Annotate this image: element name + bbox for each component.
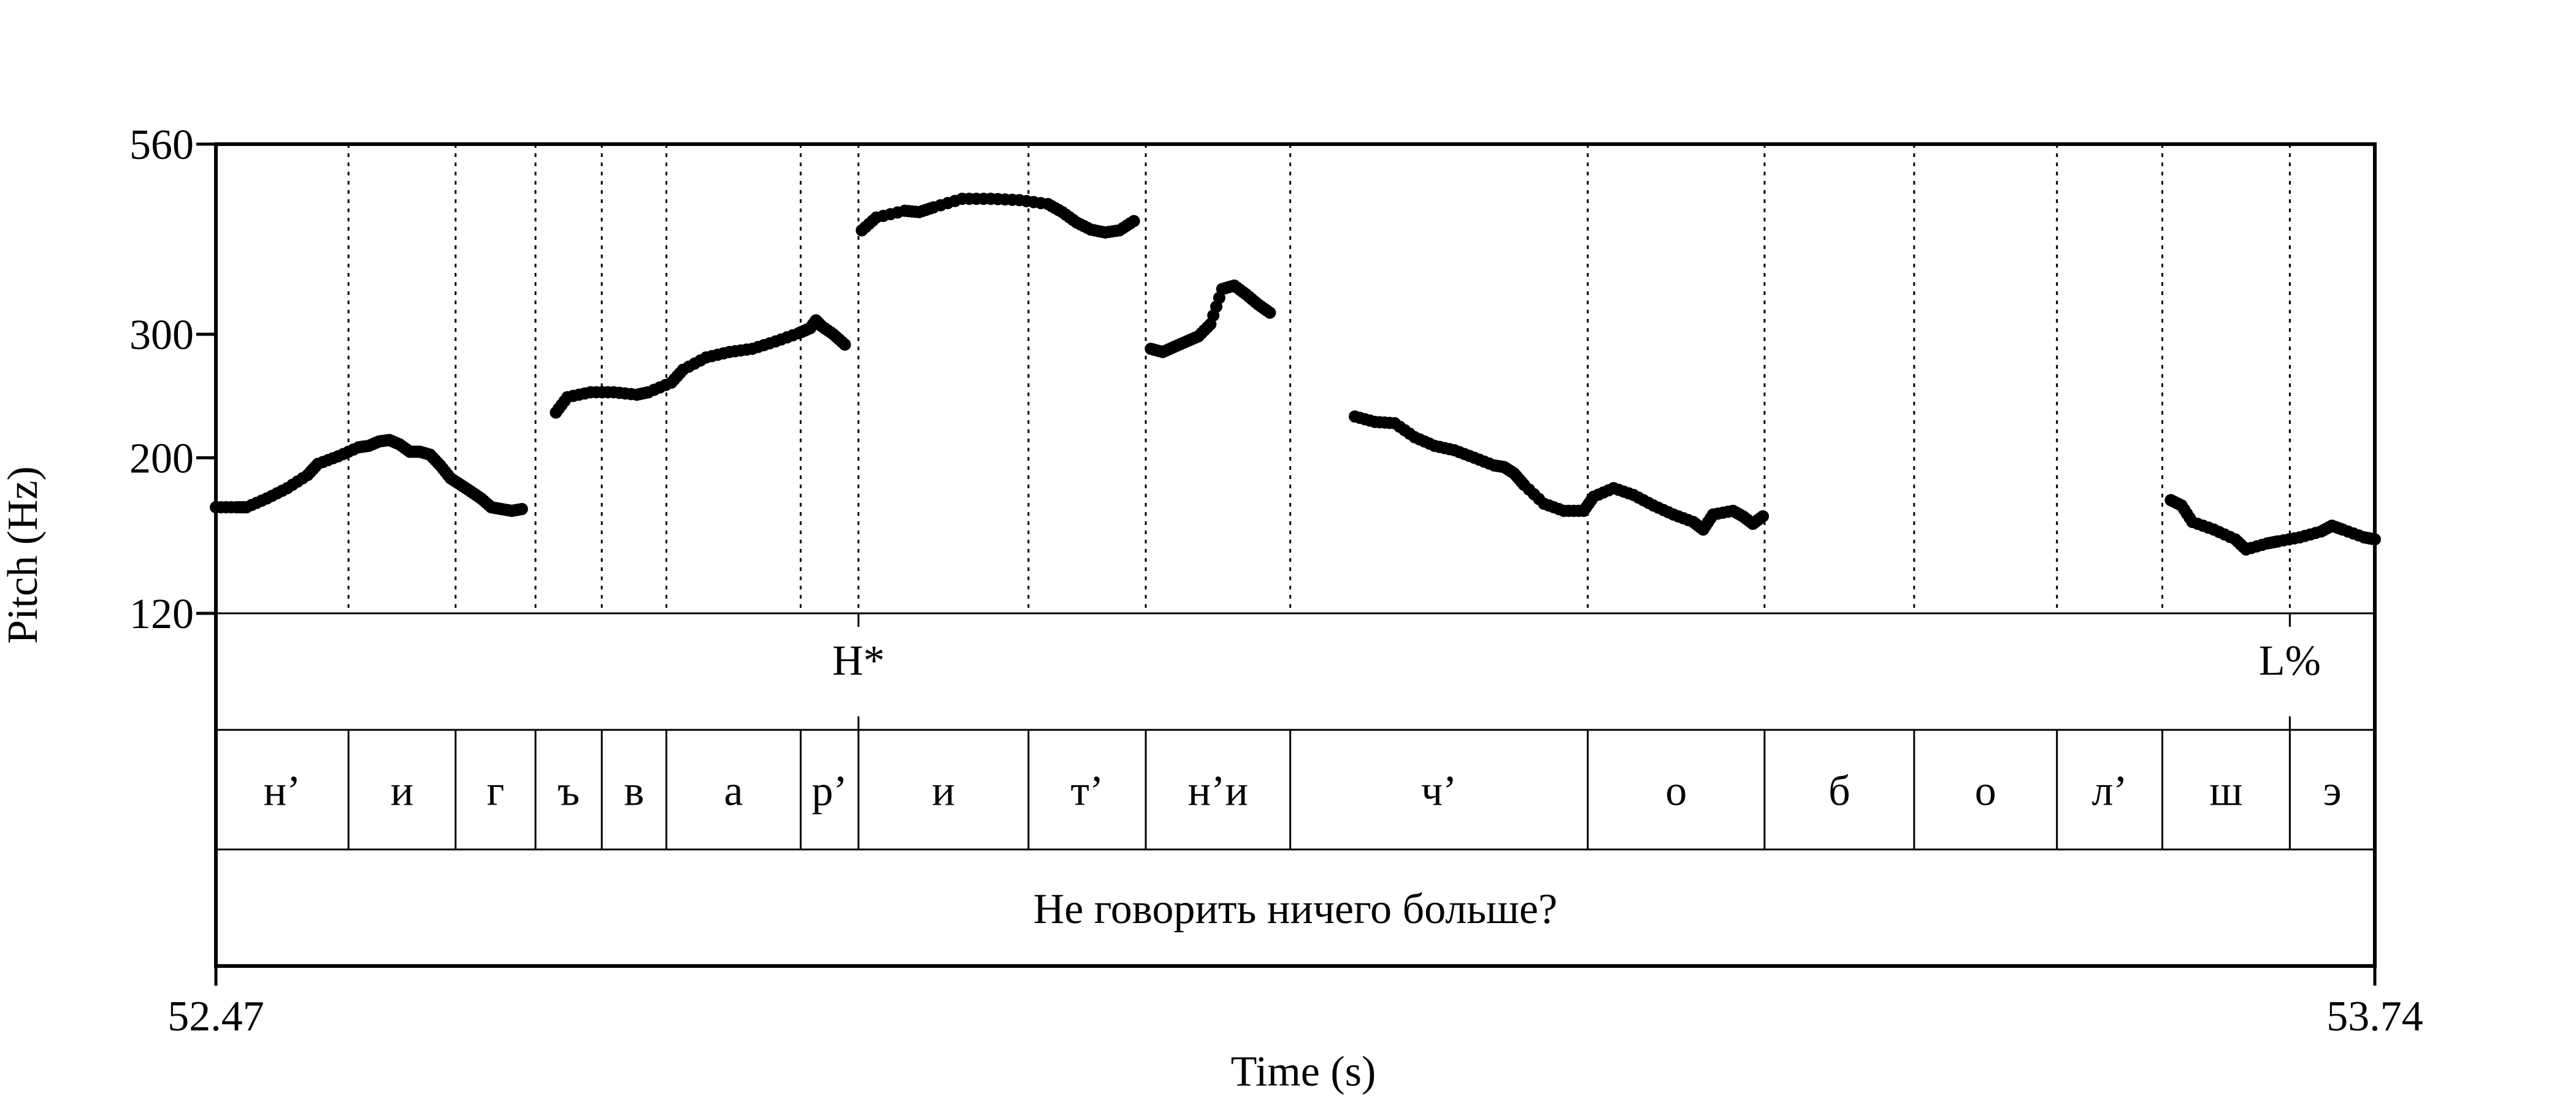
tier-label-utterance: Не говорить ничего больше? [1033,886,1557,933]
tier-label-segments: р’ [811,768,847,815]
tier-label-segments: н’и [1188,768,1248,815]
tier-label-segments: а [724,768,743,815]
y-tick-label: 120 [129,591,194,638]
x-axis-label: Time (s) [1231,1048,1376,1095]
tier-label-tones: H* [832,637,885,684]
pitch-contour [210,193,2381,556]
y-tick-label: 560 [129,121,194,169]
tier-label-segments: б [1828,768,1850,815]
tier-label-tones: L% [2259,637,2321,684]
tier-label-segments: э [2323,768,2342,815]
y-axis-ticks: 120 200 300 560 [129,121,216,638]
y-tick-label: 300 [129,312,194,359]
x-tick-label: 52.47 [167,993,264,1040]
tier-label-segments: т’ [1071,768,1104,815]
tier-labels: H* L%н’ и г ъ в а р’ и т’ н’и ч’ о б о л’ ш эНе говорить … [264,637,2342,933]
tier-boundaries [216,612,2375,851]
tier-label-segments: ъ [558,768,580,815]
segment-boundary-guides [347,144,2291,613]
plot-frame [214,142,2377,968]
tier-label-segments: ч’ [1421,768,1457,815]
x-tick-label: 53.74 [2326,993,2423,1040]
tier-label-segments: о [1975,768,1996,815]
tier-label-segments: в [624,768,644,815]
x-axis-ticks: 52.47 53.74 [167,966,2423,1040]
y-axis-label: Pitch (Hz) [0,466,47,644]
pitch-point [515,502,528,515]
tier-label-segments: н’ [264,768,301,815]
tier-label-segments: и [391,768,413,815]
y-tick-label: 200 [129,435,194,482]
pitch-point [1757,510,1769,523]
tier-label-segments: ш [2210,768,2243,815]
tier-label-segments: л’ [2091,768,2127,815]
pitch-point [838,338,851,351]
tier-label-segments: и [932,768,955,815]
pitch-point [1263,306,1276,319]
pitch-point [1127,215,1140,228]
tier-label-segments: г [487,768,505,815]
tier-label-segments: о [1665,768,1687,815]
